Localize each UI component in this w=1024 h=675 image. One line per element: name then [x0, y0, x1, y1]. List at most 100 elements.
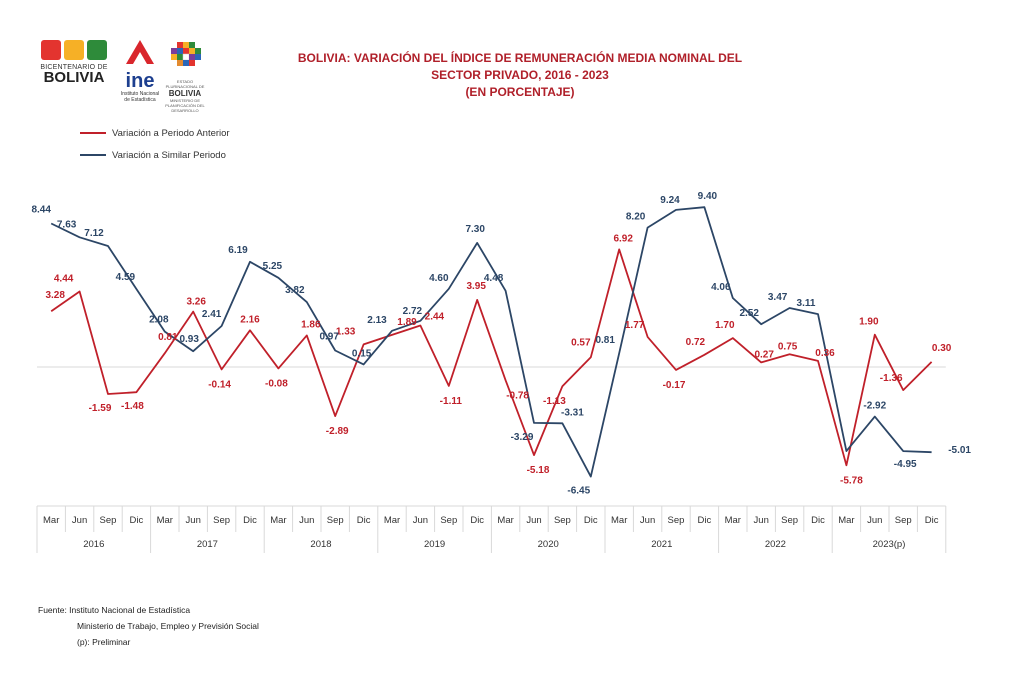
data-label-similar-periodo: -3.31 — [561, 407, 584, 418]
chart-legend: Variación a Periodo Anterior Variación a… — [80, 122, 230, 166]
x-tick-label: Dic — [584, 515, 598, 526]
data-label-periodo-anterior: 4.44 — [54, 274, 74, 285]
data-label-periodo-anterior: 0.36 — [815, 348, 835, 359]
ine-mountain-icon — [126, 40, 154, 64]
legend-item-periodo-anterior: Variación a Periodo Anterior — [80, 122, 230, 144]
x-tick-label: Jun — [526, 515, 541, 526]
legend-swatch-red — [80, 132, 106, 134]
x-tick-label: Sep — [327, 515, 344, 526]
legend-label-similar-periodo: Variación a Similar Periodo — [112, 149, 226, 161]
x-year-label: 2017 — [197, 539, 218, 550]
chart-title-line1: BOLIVIA: VARIACIÓN DEL ÍNDICE DE REMUNER… — [297, 51, 743, 65]
legend-label-periodo-anterior: Variación a Periodo Anterior — [112, 127, 230, 139]
x-tick-label: Dic — [243, 515, 257, 526]
data-label-periodo-anterior: 3.95 — [466, 281, 486, 292]
data-label-similar-periodo: 4.59 — [116, 272, 136, 283]
data-label-similar-periodo: 9.40 — [698, 191, 718, 202]
x-year-label: 2020 — [538, 539, 559, 550]
data-label-similar-periodo: 0.93 — [179, 334, 199, 345]
x-year-label: 2016 — [83, 539, 104, 550]
data-label-similar-periodo: 9.24 — [660, 195, 680, 206]
ine-logo: ine Instituto Nacional de Estadística — [120, 36, 160, 104]
data-label-similar-periodo: 3.82 — [285, 285, 305, 296]
data-label-periodo-anterior: 0.27 — [754, 349, 774, 360]
x-year-label: 2021 — [651, 539, 672, 550]
x-tick-label: Jun — [72, 515, 87, 526]
x-tick-label: Sep — [100, 515, 117, 526]
data-label-similar-periodo: 8.20 — [626, 212, 646, 223]
x-tick-label: Sep — [668, 515, 685, 526]
data-label-similar-periodo: 2.08 — [149, 315, 169, 326]
data-label-periodo-anterior: -5.18 — [527, 465, 550, 476]
wiphala-emblem-icon — [171, 42, 201, 66]
x-tick-label: Sep — [781, 515, 798, 526]
data-label-similar-periodo: 5.25 — [263, 261, 283, 272]
data-label-periodo-anterior: 1.33 — [336, 326, 356, 337]
data-label-similar-periodo: 3.11 — [797, 298, 816, 309]
data-label-similar-periodo: 2.52 — [739, 308, 759, 319]
data-label-similar-periodo: 4.06 — [711, 282, 731, 293]
data-label-periodo-anterior: 0.72 — [686, 337, 706, 348]
data-label-periodo-anterior: 1.70 — [715, 320, 735, 331]
series-line-similar-periodo — [50, 206, 932, 478]
x-tick-label: Dic — [925, 515, 939, 526]
data-label-similar-periodo: 8.44 — [31, 205, 51, 216]
x-tick-label: Dic — [811, 515, 825, 526]
source-line2: Ministerio de Trabajo, Empleo y Previsió… — [77, 621, 259, 631]
data-label-similar-periodo: 2.72 — [403, 306, 423, 317]
x-tick-label: Jun — [299, 515, 314, 526]
data-label-similar-periodo: 2.13 — [367, 315, 387, 326]
bicentenario-logo-mark — [36, 40, 112, 60]
data-label-similar-periodo: -2.92 — [863, 401, 886, 412]
logo-square-red — [41, 40, 61, 60]
series-line-periodo-anterior — [50, 248, 933, 467]
x-tick-label: Mar — [43, 515, 59, 526]
x-year-label: 2019 — [424, 539, 445, 550]
bicentenario-logo-title: BOLIVIA — [43, 69, 105, 86]
data-label-similar-periodo: -4.95 — [894, 459, 917, 470]
data-label-similar-periodo: 6.19 — [228, 245, 248, 256]
data-label-periodo-anterior: -0.78 — [506, 390, 529, 401]
x-year-label: 2023(p) — [873, 539, 906, 550]
source-line1: Fuente: Instituto Nacional de Estadístic… — [38, 605, 191, 615]
logo-square-yellow — [64, 40, 84, 60]
ine-logo-subtitle-2: de Estadística — [124, 97, 156, 103]
x-tick-label: Mar — [497, 515, 513, 526]
x-tick-label: Sep — [440, 515, 457, 526]
data-label-similar-periodo: 0.15 — [352, 348, 372, 359]
x-tick-label: Mar — [611, 515, 627, 526]
data-label-similar-periodo: -6.45 — [567, 486, 590, 497]
data-label-periodo-anterior: -1.59 — [89, 403, 112, 414]
data-label-similar-periodo: -5.01 — [948, 445, 971, 456]
x-tick-label: Dic — [698, 515, 712, 526]
x-tick-label: Mar — [270, 515, 286, 526]
x-tick-label: Sep — [213, 515, 230, 526]
data-label-similar-periodo: 3.47 — [768, 292, 788, 303]
x-tick-label: Jun — [413, 515, 428, 526]
x-tick-label: Sep — [554, 515, 571, 526]
x-tick-label: Jun — [640, 515, 655, 526]
data-label-similar-periodo: 7.12 — [84, 228, 104, 239]
data-label-similar-periodo: -3.29 — [511, 432, 534, 443]
x-tick-label: Sep — [895, 515, 912, 526]
data-label-similar-periodo: 0.97 — [319, 332, 339, 343]
data-label-periodo-anterior: 1.90 — [859, 317, 879, 328]
ine-logo-subtitle-1: Instituto Nacional — [120, 91, 160, 97]
chart-title: BOLIVIA: VARIACIÓN DEL ÍNDICE DE REMUNER… — [240, 50, 800, 101]
logo-square-green — [87, 40, 107, 60]
x-tick-label: Mar — [838, 515, 854, 526]
data-label-similar-periodo: 0.81 — [595, 335, 615, 346]
data-label-periodo-anterior: -1.48 — [121, 401, 144, 412]
legend-item-similar-periodo: Variación a Similar Periodo — [80, 144, 230, 166]
x-tick-label: Dic — [130, 515, 144, 526]
data-label-similar-periodo: 7.30 — [465, 224, 485, 235]
source-line3: (p): Preliminar — [77, 637, 131, 647]
data-label-periodo-anterior: -2.89 — [326, 426, 349, 437]
x-tick-label: Mar — [157, 515, 173, 526]
x-tick-label: Jun — [867, 515, 882, 526]
data-label-periodo-anterior: 2.44 — [425, 312, 445, 323]
data-label-periodo-anterior: 0.81 — [158, 332, 178, 343]
ine-logo-name: ine — [125, 70, 155, 92]
x-tick-label: Dic — [357, 515, 371, 526]
